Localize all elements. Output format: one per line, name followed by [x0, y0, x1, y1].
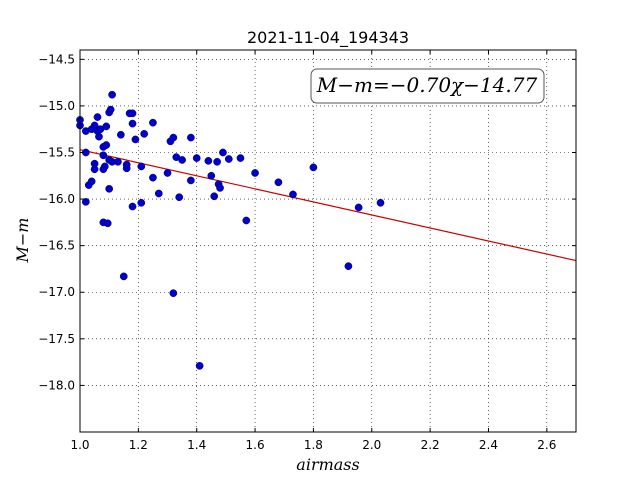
data-point-55 — [195, 361, 204, 370]
y-tick-label-2: −15.5 — [38, 145, 75, 159]
data-point-53 — [187, 176, 195, 185]
data-point-10 — [102, 141, 111, 149]
data-point-72 — [376, 198, 385, 207]
data-point-14 — [108, 90, 116, 99]
x-tick-label-0: 1.0 — [70, 438, 89, 452]
data-point-7 — [95, 132, 103, 141]
x-tick-label-1: 1.2 — [129, 438, 148, 452]
data-point-58 — [210, 192, 219, 201]
y-axis-label: M−m — [13, 218, 32, 264]
data-point-64 — [236, 154, 245, 162]
chart-title: 2021-11-04_194343 — [247, 28, 409, 48]
y-tick-label-1: −15.0 — [38, 99, 75, 113]
data-point-19 — [90, 165, 99, 174]
data-point-22 — [100, 162, 109, 171]
data-point-34 — [140, 130, 149, 138]
data-point-51 — [169, 289, 178, 298]
data-point-50 — [178, 156, 186, 164]
x-tick-label-7: 2.4 — [479, 438, 498, 452]
data-point-45 — [163, 169, 172, 177]
x-tick-label-3: 1.6 — [246, 438, 265, 452]
x-axis-label: airmass — [296, 455, 359, 474]
y-tick-label-6: −17.5 — [38, 332, 75, 346]
data-point-20 — [99, 151, 108, 160]
data-point-66 — [251, 169, 259, 177]
data-point-68 — [289, 190, 297, 199]
data-point-47 — [169, 133, 178, 142]
data-point-65 — [242, 216, 251, 225]
data-point-41 — [119, 272, 128, 281]
y-tick-label-0: −14.5 — [38, 52, 75, 66]
data-point-13 — [106, 105, 115, 114]
data-point-62 — [219, 148, 227, 157]
equation-annotation: M−m=−0.70χ−14.77 — [316, 73, 538, 97]
plot-area: 1.0 1.2 1.4 1.6 1.8 2.0 2.2 2.4 2.6 −14.5 −15.0 −15… — [38, 49, 577, 452]
data-point-40 — [105, 184, 114, 193]
y-tick-label-7: −18.0 — [38, 378, 75, 392]
data-point-28 — [122, 164, 131, 173]
data-point-30 — [128, 109, 137, 118]
data-point-43 — [137, 198, 146, 207]
data-point-37 — [81, 198, 90, 206]
data-point-39 — [103, 219, 112, 228]
data-point-33 — [137, 162, 146, 171]
y-tick-label-5: −17.0 — [38, 285, 75, 299]
data-point-17 — [87, 177, 96, 186]
y-tick-label-4: −16.5 — [38, 239, 75, 253]
x-tick-label-6: 2.2 — [421, 438, 440, 452]
data-point-69 — [309, 163, 318, 172]
data-point-61 — [216, 184, 224, 192]
data-point-71 — [354, 203, 363, 212]
x-tick-label-4: 1.8 — [304, 438, 323, 452]
y-tick-label-3: −16.0 — [38, 192, 75, 206]
data-point-42 — [128, 202, 137, 211]
data-point-56 — [204, 157, 213, 165]
fit-line — [79, 149, 577, 262]
data-point-31 — [128, 119, 137, 128]
data-point-54 — [192, 154, 201, 162]
data-point-63 — [224, 155, 233, 163]
data-point-57 — [207, 171, 216, 180]
data-point-44 — [154, 189, 163, 198]
x-tick-label-8: 2.6 — [537, 438, 556, 452]
data-point-25 — [114, 157, 122, 166]
data-point-32 — [131, 135, 140, 144]
data-point-36 — [149, 173, 157, 182]
data-point-70 — [344, 262, 353, 271]
data-point-35 — [149, 118, 157, 127]
data-point-5 — [93, 113, 102, 121]
data-point-52 — [187, 133, 195, 142]
data-point-67 — [274, 178, 283, 187]
axes-frame — [79, 49, 577, 433]
data-point-11 — [102, 122, 111, 131]
equation-box — [310, 68, 545, 104]
x-tick-label-5: 2.0 — [362, 438, 381, 452]
x-tick-label-2: 1.4 — [187, 438, 206, 452]
data-point-26 — [116, 130, 125, 139]
data-point-49 — [175, 193, 184, 202]
data-point-59 — [213, 157, 221, 166]
